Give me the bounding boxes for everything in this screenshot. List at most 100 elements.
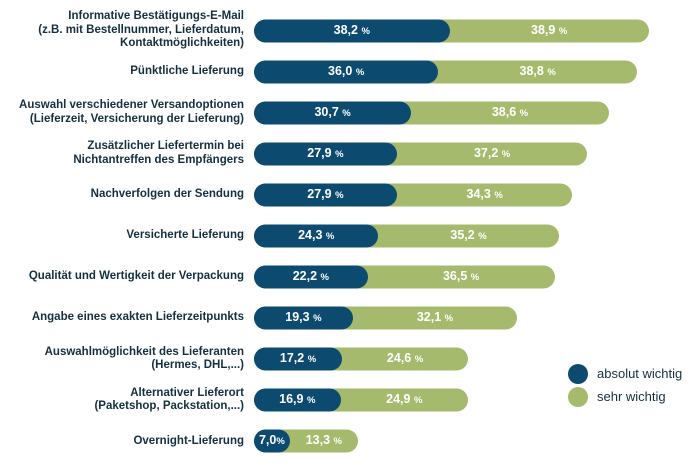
percent-sign: % <box>342 107 351 119</box>
percent-sign: % <box>313 313 322 325</box>
percent-sign: % <box>333 436 342 448</box>
bar-segment-absolut-wichtig <box>254 183 397 207</box>
bar-segment-absolut-wichtig <box>254 306 353 330</box>
value-label-sehr-wichtig: 36,5 % <box>442 269 480 284</box>
bar-track: 7,0% 13,3 % <box>254 421 691 462</box>
chart-row: Alternativer Lieferort (Paketshop, Packst… <box>0 380 691 421</box>
bar-segment-absolut-wichtig <box>254 142 397 166</box>
percent-sign: % <box>547 66 556 78</box>
percent-sign: % <box>325 231 335 243</box>
category-label-line: Kontaktmöglichkeiten) <box>120 37 244 50</box>
chart-row: Informative Bestätigungs-E-Mail (z.B. mit… <box>0 10 691 51</box>
percent-sign: % <box>335 189 344 201</box>
bar-track: 22,2 % 36,5 % <box>254 257 691 298</box>
value-label-sehr-wichtig: 38,6 % <box>491 104 529 119</box>
bar-segment-absolut-wichtig <box>254 19 450 43</box>
chart-row: Zusätzlicher Liefertermin bei Nichtantref… <box>0 133 691 174</box>
category-label-line: Informative Bestätigungs-E-Mail <box>68 10 244 23</box>
bar-segment-absolut-wichtig <box>254 265 368 289</box>
percent-sign: % <box>361 25 370 37</box>
percent-sign: % <box>519 107 529 119</box>
value-label-sehr-wichtig: 24,6 % <box>386 351 424 366</box>
chart-row: Overnight-Lieferung 7,0% 13,3 % <box>0 421 691 462</box>
legend-label-sehr-wichtig: sehr wichtig <box>597 389 666 404</box>
percent-sign: % <box>320 272 329 284</box>
category-label: Pünktliche Lieferung <box>0 65 254 79</box>
bar-segment-absolut-wichtig <box>254 347 343 371</box>
bar-track: 38,2 % 38,9 % <box>254 10 691 51</box>
category-label: Overnight-Lieferung <box>0 435 254 449</box>
bar-segment-absolut-wichtig <box>254 224 379 248</box>
category-label-line: Alternativer Lieferort <box>130 386 244 399</box>
bar-track: 27,9 % 37,2 % <box>254 133 691 174</box>
percent-sign: % <box>414 354 424 366</box>
percent-sign: % <box>307 354 317 366</box>
value-label-sehr-wichtig: 13,3 % <box>305 433 342 448</box>
category-label: Auswahlmöglichkeit des Lieferanten (Herme… <box>0 346 254 373</box>
bar-track: 30,7 % 38,6 % <box>254 92 691 133</box>
value-label-absolut-wichtig: 22,2 % <box>292 269 329 284</box>
legend-item-sehr-wichtig: sehr wichtig <box>568 387 682 407</box>
legend-dot-sehr-wichtig-icon <box>568 387 588 407</box>
category-label-line: Overnight-Lieferung <box>133 434 244 447</box>
chart-row: Qualität und Wertigkeit der Verpackung 22… <box>0 257 691 298</box>
percent-sign: % <box>470 272 480 284</box>
category-label: Angabe eines exakten Lieferzeitpunkts <box>0 311 254 325</box>
category-label: Alternativer Lieferort (Paketshop, Packst… <box>0 387 254 414</box>
category-label-line: (z.B. mit Bestellnummer, Lieferdatum, <box>38 23 244 36</box>
chart-row: Angabe eines exakten Lieferzeitpunkts 19,… <box>0 298 691 339</box>
category-label-line: Pünktliche Lieferung <box>130 64 244 77</box>
bar-track: 19,3 % 32,1 % <box>254 298 691 339</box>
percent-sign: % <box>306 395 316 407</box>
percent-sign: % <box>501 148 511 160</box>
category-label: Nachverfolgen der Sendung <box>0 188 254 202</box>
value-label-absolut-wichtig: 24,3 % <box>298 228 335 243</box>
category-label: Zusätzlicher Liefertermin bei Nichtantref… <box>0 140 254 167</box>
bar-track: 27,9 % 34,3 % <box>254 174 691 215</box>
percent-sign: % <box>478 231 487 243</box>
value-label-absolut-wichtig: 27,9 % <box>307 145 344 160</box>
value-label-sehr-wichtig: 37,2 % <box>473 145 511 160</box>
percent-sign: % <box>413 395 423 407</box>
value-label-sehr-wichtig: 24,9 % <box>386 392 423 407</box>
legend: absolut wichtig sehr wichtig <box>568 364 682 410</box>
value-label-sehr-wichtig: 34,3 % <box>466 186 503 201</box>
percent-sign: % <box>335 148 344 160</box>
value-label-sehr-wichtig: 38,8 % <box>519 63 556 78</box>
bar-segment-absolut-wichtig <box>254 60 439 84</box>
category-label-line: Versicherte Lieferung <box>126 229 244 242</box>
category-label-line: Auswahlmöglichkeit des Lieferanten <box>44 345 244 358</box>
legend-label-absolut-wichtig: absolut wichtig <box>597 366 683 381</box>
category-label: Qualität und Wertigkeit der Verpackung <box>0 270 254 284</box>
category-label: Informative Bestätigungs-E-Mail (z.B. mit… <box>0 10 254 51</box>
bar-segment-absolut-wichtig <box>254 388 341 412</box>
chart-row: Nachverfolgen der Sendung 27,9 % 34,3 % <box>0 174 691 215</box>
category-label: Auswahl verschiedener Versandoptionen (Li… <box>0 99 254 126</box>
percent-sign: % <box>558 25 568 37</box>
value-label-sehr-wichtig: 38,9 % <box>531 22 568 37</box>
category-label-line: Zusätzlicher Liefertermin bei <box>87 140 244 153</box>
category-label: Versicherte Lieferung <box>0 229 254 243</box>
bar-track: 36,0 % 38,8 % <box>254 51 691 92</box>
bar-segment-absolut-wichtig <box>254 101 412 125</box>
chart-rows: Informative Bestätigungs-E-Mail (z.B. mit… <box>0 10 691 462</box>
value-label-absolut-wichtig: 36,0 % <box>328 63 365 78</box>
category-label-line: Nachverfolgen der Sendung <box>90 188 244 201</box>
percent-sign: % <box>355 66 365 78</box>
bar-track: 16,9 % 24,9 % <box>254 380 691 421</box>
value-label-absolut-wichtig: 7,0% <box>258 433 285 448</box>
chart-row: Versicherte Lieferung 24,3 % 35,2 % <box>0 215 691 256</box>
value-label-absolut-wichtig: 38,2 % <box>333 22 370 37</box>
chart-row: Pünktliche Lieferung 36,0 % 38,8 % <box>0 51 691 92</box>
percent-sign: % <box>276 436 285 448</box>
value-label-absolut-wichtig: 30,7 % <box>314 104 351 119</box>
value-label-absolut-wichtig: 17,2 % <box>279 351 317 366</box>
value-label-absolut-wichtig: 19,3 % <box>285 310 322 325</box>
bar-track: 24,3 % 35,2 % <box>254 215 691 256</box>
value-label-absolut-wichtig: 16,9 % <box>279 392 316 407</box>
value-label-sehr-wichtig: 32,1 % <box>416 310 454 325</box>
bar-track: 17,2 % 24,6 % <box>254 339 691 380</box>
category-label-line: Angabe eines exakten Lieferzeitpunkts <box>31 311 244 324</box>
legend-dot-absolut-wichtig-icon <box>568 364 588 384</box>
